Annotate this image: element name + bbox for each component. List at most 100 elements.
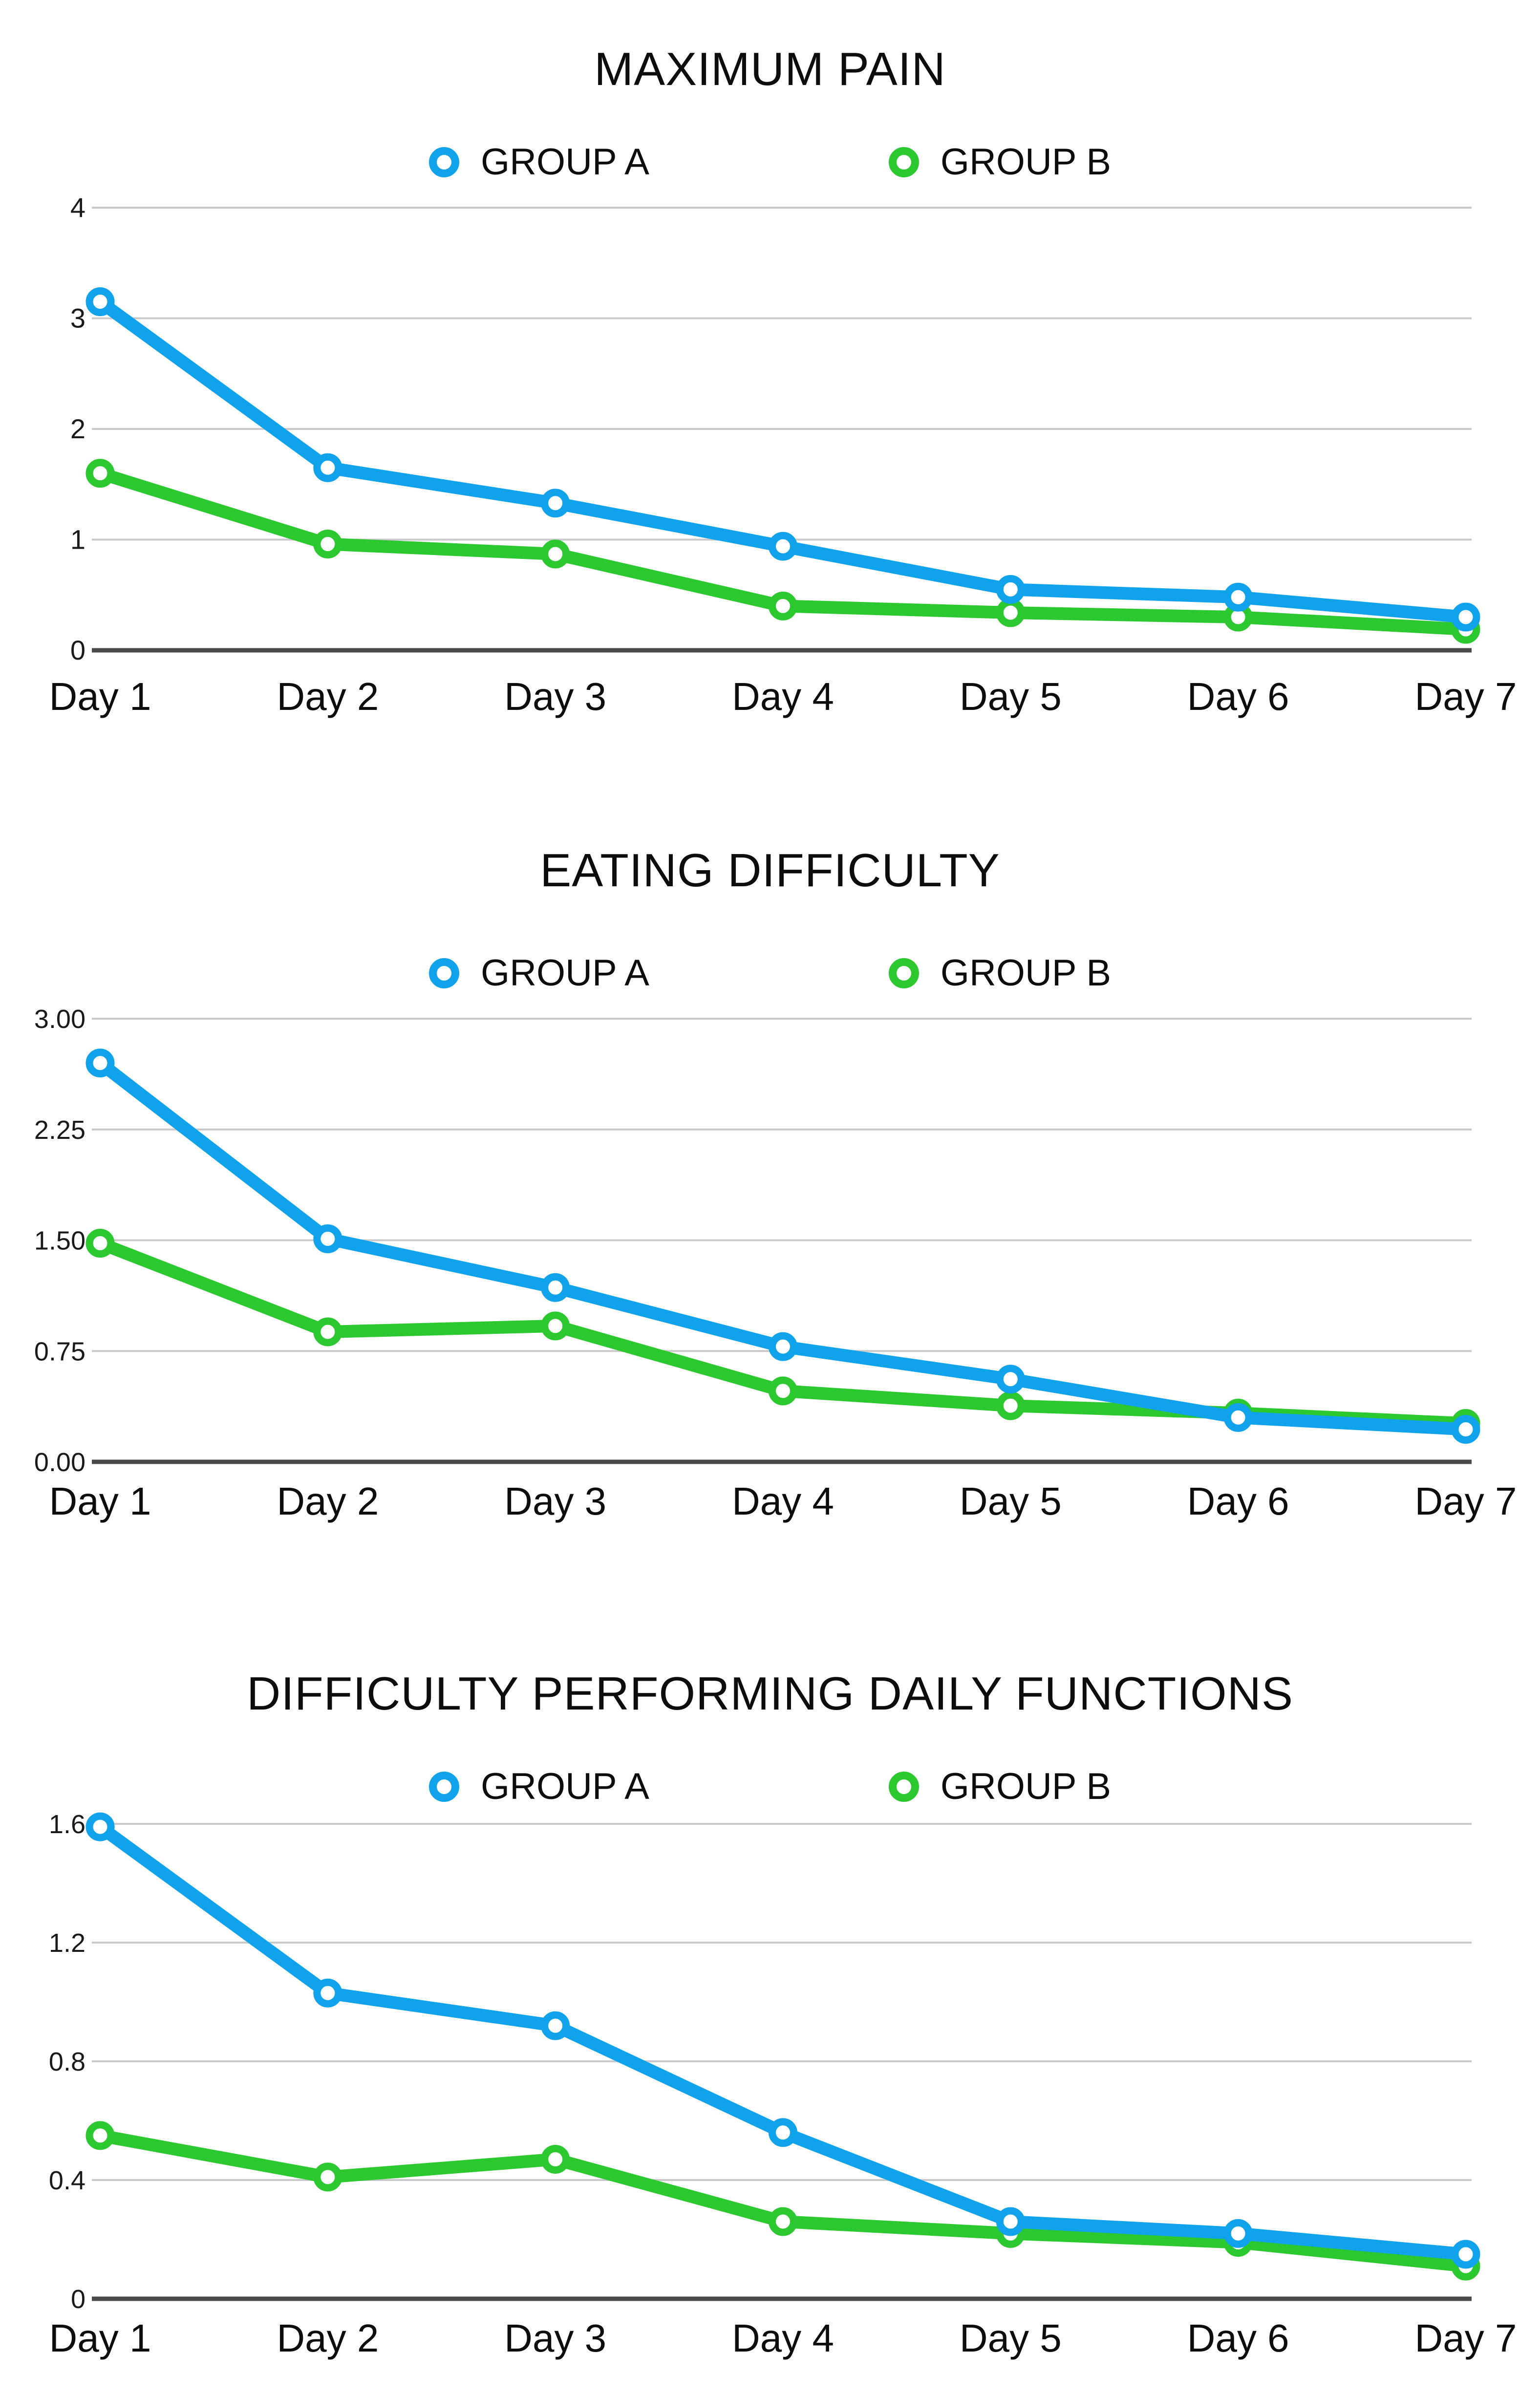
- legend: GROUP A GROUP B: [0, 952, 1540, 994]
- data-point-marker-group-a: [1223, 582, 1253, 612]
- data-point-marker-group-a: [541, 2011, 570, 2040]
- x-axis-label: Day 1: [49, 1479, 151, 1523]
- data-point-marker-group-b: [541, 539, 570, 569]
- plot-area-eating-difficulty: 0.00 0.75 1.50 2.25 3.00 Day 1 Day 2 Day 3 Day 4…: [34, 1005, 1517, 1523]
- data-point-marker-group-b: [541, 1311, 570, 1341]
- data-point-marker-group-a: [313, 1224, 342, 1253]
- group-a-marker-icon: [428, 1771, 459, 1802]
- chart-daily-functions: DIFFICULTY PERFORMING DAILY FUNCTIONS GR…: [0, 1627, 1540, 2396]
- chart-eating-difficulty: EATING DIFFICULTY GROUP A GROUP B 0.00 0.…: [0, 801, 1540, 1627]
- y-tick-label: 2.25: [34, 1115, 86, 1145]
- y-tick-label: 0.00: [34, 1448, 86, 1477]
- x-axis-label: Day 5: [960, 1479, 1062, 1523]
- data-point-marker-group-b: [313, 530, 342, 559]
- data-point-marker-group-b: [86, 459, 115, 488]
- x-axis-label: Day 6: [1187, 1479, 1289, 1523]
- data-point-marker-group-a: [86, 1048, 115, 1078]
- x-axis-label: Day 4: [732, 675, 834, 718]
- y-tick-label: 3.00: [34, 1005, 86, 1034]
- x-axis-label: Day 5: [960, 2316, 1062, 2360]
- data-point-marker-group-a: [1223, 2219, 1253, 2248]
- series-line-group-a: [94, 1820, 1472, 2261]
- x-axis-label: Day 1: [49, 2316, 151, 2360]
- series-line-group-b: [94, 2129, 1472, 2273]
- x-axis-label: Day 5: [960, 675, 1062, 718]
- x-axis-label: Day 4: [732, 1479, 834, 1523]
- y-tick-label: 0: [70, 635, 86, 665]
- y-tick-label: 1.2: [49, 1928, 86, 1958]
- x-axis-label: Day 2: [277, 1479, 379, 1523]
- data-point-marker-group-a: [541, 1273, 570, 1302]
- x-axis-label: Day 3: [504, 1479, 606, 1523]
- y-tick-label: 0: [71, 2285, 86, 2314]
- chart-maximum-pain: MAXIMUM PAIN GROUP A GROUP B 0 1 2 3 4 Day 1 D…: [0, 0, 1540, 801]
- x-axis-label: Day 7: [1415, 675, 1517, 718]
- data-point-marker-group-a: [313, 1978, 342, 2008]
- y-tick-label: 0.75: [34, 1337, 86, 1366]
- x-axis-label: Day 2: [277, 675, 379, 718]
- group-a-marker-icon: [428, 958, 459, 988]
- group-b-marker-icon: [888, 958, 919, 988]
- legend: GROUP A GROUP B: [0, 1765, 1540, 1808]
- y-tick-label: 1.50: [34, 1226, 86, 1256]
- legend-item-group-a: GROUP A: [428, 952, 649, 994]
- legend-item-group-b: GROUP B: [888, 952, 1112, 994]
- x-axis-label: Day 6: [1187, 2316, 1289, 2360]
- x-axis-label: Day 7: [1415, 1479, 1517, 1523]
- legend-label-group-b: GROUP B: [940, 141, 1112, 183]
- chart-title: EATING DIFFICULTY: [540, 844, 1000, 897]
- data-point-marker-group-a: [86, 1812, 115, 1841]
- data-point-marker-group-a: [86, 287, 115, 317]
- legend-label-group-a: GROUP A: [480, 141, 649, 183]
- data-point-marker-group-b: [541, 2144, 570, 2174]
- data-point-marker-group-a: [996, 2207, 1025, 2236]
- data-point-marker-group-a: [996, 1365, 1025, 1394]
- plot-area-maximum-pain: 0 1 2 3 4 Day 1 Day 2 Day 3 Day 4 Day 5 Day 6 Day 7: [49, 192, 1517, 718]
- series-line-group-a: [94, 1056, 1472, 1436]
- chart-title: DIFFICULTY PERFORMING DAILY FUNCTIONS: [246, 1668, 1294, 1720]
- legend-item-group-a: GROUP A: [428, 141, 649, 183]
- data-point-marker-group-a: [541, 489, 570, 518]
- legend-item-group-b: GROUP B: [888, 1765, 1112, 1808]
- plot-area-daily-functions: 0 0.4 0.8 1.2 1.6 Day 1 Day 2 Day 3 Day 4 Day 5 Da…: [49, 1810, 1517, 2360]
- data-point-marker-group-a: [769, 2118, 797, 2147]
- y-tick-label: 0.4: [49, 2166, 86, 2195]
- data-point-marker-group-b: [313, 1317, 342, 1347]
- data-point-marker-group-a: [769, 1332, 797, 1361]
- y-tick-label: 4: [70, 192, 86, 223]
- data-point-marker-group-b: [996, 598, 1025, 627]
- x-axis-label: Day 6: [1187, 675, 1289, 718]
- data-point-marker-group-a: [1223, 1403, 1253, 1432]
- group-b-marker-icon: [888, 147, 919, 177]
- data-point-marker-group-b: [769, 1376, 797, 1406]
- data-point-marker-group-a: [1451, 2240, 1480, 2269]
- data-point-marker-group-a: [313, 453, 342, 482]
- data-point-marker-group-a: [1451, 1414, 1480, 1444]
- legend: GROUP A GROUP B: [0, 141, 1540, 183]
- chart-title: MAXIMUM PAIN: [594, 43, 946, 95]
- data-point-marker-group-a: [1451, 602, 1480, 632]
- y-tick-label: 0.8: [49, 2047, 86, 2076]
- x-axis-label: Day 7: [1415, 2316, 1517, 2360]
- data-point-marker-group-b: [313, 2162, 342, 2192]
- data-point-marker-group-b: [86, 2121, 115, 2150]
- y-tick-label: 1: [70, 524, 86, 555]
- group-b-marker-icon: [888, 1771, 919, 1802]
- legend-label-group-b: GROUP B: [940, 952, 1112, 994]
- legend-label-group-b: GROUP B: [940, 1766, 1112, 1807]
- x-axis-label: Day 4: [732, 2316, 834, 2360]
- data-point-marker-group-b: [769, 2207, 797, 2236]
- series-line-group-a: [94, 295, 1472, 624]
- x-axis-label: Day 3: [504, 2316, 606, 2360]
- data-point-marker-group-b: [996, 1391, 1025, 1420]
- y-tick-label: 2: [70, 413, 86, 444]
- data-point-marker-group-a: [769, 532, 797, 561]
- y-tick-label: 1.6: [49, 1810, 86, 1839]
- x-axis-label: Day 2: [277, 2316, 379, 2360]
- legend-label-group-a: GROUP A: [480, 1766, 649, 1807]
- x-axis-label: Day 3: [504, 675, 606, 718]
- legend-item-group-b: GROUP B: [888, 141, 1112, 183]
- legend-item-group-a: GROUP A: [428, 1765, 649, 1808]
- legend-label-group-a: GROUP A: [480, 952, 649, 994]
